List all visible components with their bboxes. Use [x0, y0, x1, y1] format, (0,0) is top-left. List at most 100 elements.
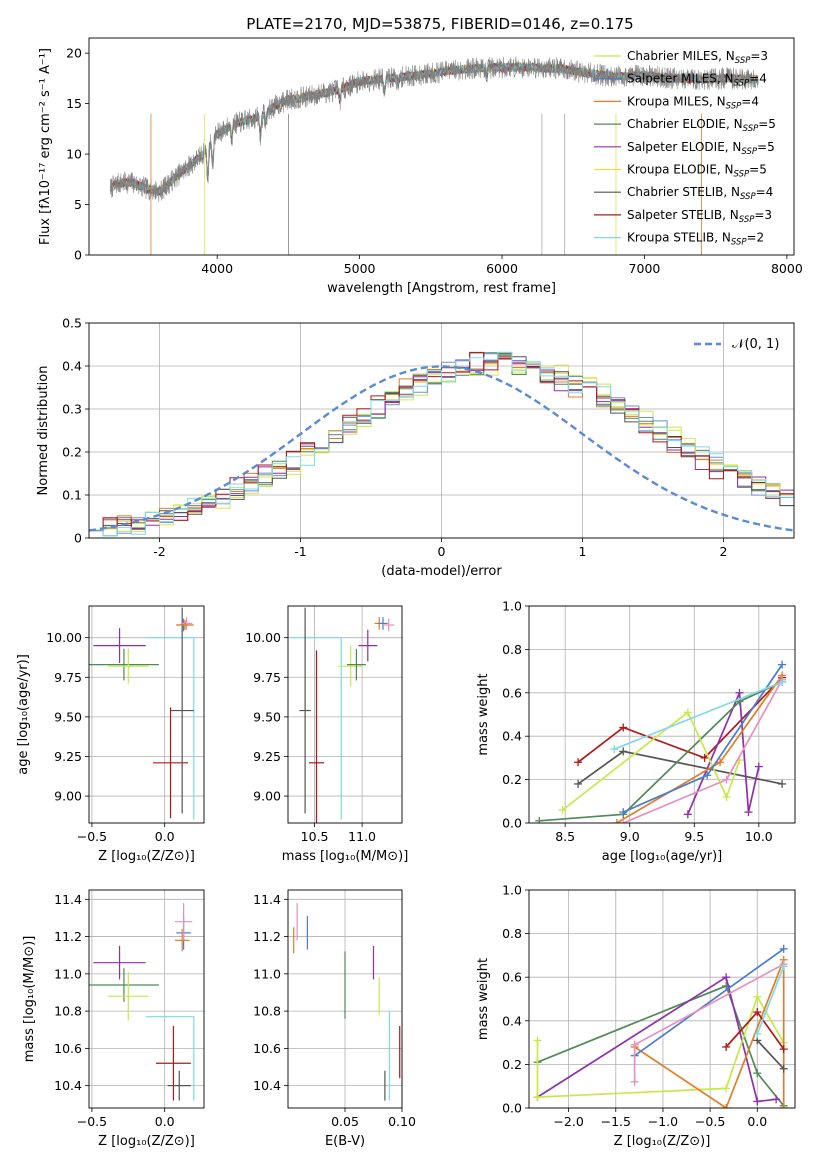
spectrum-ylabel: Flux [fλ10⁻¹⁷ erg cm⁻² s⁻¹ A⁻¹]	[38, 48, 53, 245]
mass-weight-vs-z-marker	[779, 1045, 788, 1054]
mass-weight-vs-z-marker	[753, 1029, 762, 1038]
age-vs-mass-plot-area	[290, 607, 395, 823]
mass-weight-vs-z-ytick-label: 0.6	[502, 970, 522, 985]
residuals-panel: -2 -1 0 1 2 0 0.1 0.2 0.3 0.4 0.5 (data-model)/erro…	[36, 316, 795, 579]
mass-vs-z-errorbar-point	[167, 1070, 191, 1101]
mass-weight-vs-z-ytick-label: 0.8	[502, 926, 522, 941]
residuals-ytick-label: 0.2	[62, 445, 82, 460]
age-vs-z-errorbar-point	[180, 617, 193, 630]
mass-vs-z-ytick-label: 11.0	[54, 966, 82, 981]
spectrum-legend-label: Salpeter ELODIE, NSSP=5	[627, 140, 775, 157]
mass-weight-vs-age-marker	[574, 758, 583, 767]
spectrum-ytick-label: 0	[74, 248, 82, 263]
mass-vs-z-step-line	[145, 1016, 195, 1101]
spectrum-xtick-label: 8000	[771, 261, 803, 276]
mass-weight-vs-z-series-line	[756, 965, 785, 1035]
mass-weight-vs-age-ytick-label: 0.6	[502, 685, 522, 700]
age-vs-z-panel: −0.5 0.0 9.00 9.25 9.50 9.75 10.00 Z [log₁₀(Z/Z…	[16, 605, 205, 864]
mass-vs-ebv-ytick-label: 10.4	[253, 1078, 281, 1093]
age-vs-mass-ytick-label: 9.25	[253, 749, 281, 764]
mass-weight-vs-z-xtick-label: −2.0	[553, 1114, 583, 1129]
mass-weight-vs-z-marker	[779, 944, 788, 953]
residuals-xtick-label: -2	[153, 544, 165, 559]
mass-weight-vs-z-series-line	[537, 975, 777, 1103]
mass-weight-vs-age-xtick-label: 9.0	[620, 829, 640, 844]
residuals-ytick-label: 0	[74, 531, 82, 546]
mass-weight-vs-z-marker	[779, 1064, 788, 1073]
residuals-ytick-label: 0.4	[62, 359, 82, 374]
residuals-ytick-label: 0.1	[62, 488, 82, 503]
mass-vs-z-ytick-label: 10.6	[54, 1041, 82, 1056]
age-vs-z-ylabel: age [log₁₀(age/yr)]	[16, 654, 31, 775]
mass-weight-vs-z-marker	[533, 1093, 542, 1102]
age-vs-z-frame	[88, 605, 205, 824]
age-vs-mass-xlabel: mass [log₁₀(M/M⊙)]	[282, 849, 409, 864]
age-vs-z-xtick-label: 0.0	[155, 829, 175, 844]
age-vs-z-errorbar-point	[170, 607, 194, 814]
mass-weight-vs-age-marker	[700, 753, 709, 762]
residuals-xtick-label: 0	[438, 544, 446, 559]
age-vs-z-ytick-label: 10.00	[46, 630, 82, 645]
spectrum-legend-label: Chabrier MILES, NSSP=3	[627, 49, 768, 66]
mass-weight-vs-age-marker	[778, 677, 787, 686]
mass-weight-vs-age-ytick-label: 0.2	[502, 772, 522, 787]
mass-weight-vs-age-panel: 8.5 9.0 9.5 10.0 0.0 0.2 0.4 0.6 0.8 1.0 age [log₁…	[476, 599, 796, 864]
mass-weight-vs-z-series-line	[756, 1039, 785, 1070]
mass-weight-vs-age-marker	[735, 688, 744, 697]
mass-weight-vs-z-xlabel: Z [log₁₀(Z/Z⊙)]	[614, 1134, 711, 1149]
mass-weight-vs-age-marker	[778, 660, 787, 669]
age-vs-mass-errorbar-point	[358, 629, 378, 662]
mass-weight-vs-age-marker	[619, 723, 628, 732]
spectrum-legend-label: Salpeter STELIB, NSSP=3	[627, 208, 772, 225]
mass-weight-vs-z-xtick-label: −1.5	[601, 1114, 631, 1129]
mass-vs-z-ytick-label: 11.4	[54, 892, 82, 907]
mass-weight-vs-z-xtick-label: 0.0	[747, 1114, 767, 1129]
mass-weight-vs-z-ytick-label: 0.4	[502, 1013, 522, 1028]
mass-weight-vs-age-series-line	[539, 681, 783, 822]
residuals-xtick-label: -1	[294, 544, 306, 559]
spectrum-legend-label: Salpeter MILES, NSSP=4	[627, 72, 767, 89]
age-vs-z-ytick-label: 9.00	[54, 789, 82, 804]
mass-weight-vs-z-marker	[533, 1036, 542, 1045]
age-vs-mass-ytick-label: 9.00	[253, 789, 281, 804]
mass-weight-vs-age-xtick-label: 8.5	[555, 829, 575, 844]
mass-vs-z-panel: −0.5 0.0 10.4 10.6 10.8 11.0 11.2 11.4 Z [log₁₀(…	[22, 889, 205, 1149]
age-vs-z-errorbar-point	[93, 628, 146, 664]
mass-weight-vs-age-marker	[610, 745, 619, 754]
mass-vs-ebv-panel: 0.05 0.10 10.4 10.6 10.8 11.0 11.2 11.4 E(B-V)	[253, 889, 416, 1149]
mass-weight-vs-age-marker	[683, 810, 692, 819]
mass-vs-ebv-ytick-label: 10.6	[253, 1041, 281, 1056]
mass-weight-vs-z-ytick-label: 0.2	[502, 1057, 522, 1072]
age-vs-z-ytick-label: 9.50	[54, 709, 82, 724]
mass-vs-ebv-xlabel: E(B-V)	[325, 1134, 365, 1149]
age-vs-mass-xtick-label: 11.0	[348, 829, 376, 844]
spectrum-ytick-label: 5	[74, 197, 82, 212]
age-vs-mass-errorbar-point	[346, 648, 366, 681]
spectrum-ytick-label: 10	[66, 147, 82, 162]
mass-weight-vs-age-marker	[619, 808, 628, 817]
residuals-xtick-label: 2	[720, 544, 728, 559]
age-vs-z-xlabel: Z [log₁₀(Z/Z⊙)]	[98, 849, 195, 864]
residuals-plot-area	[89, 351, 794, 537]
age-vs-z-errorbar-point	[89, 648, 159, 681]
mass-weight-vs-age-ytick-label: 0.0	[502, 816, 522, 831]
mass-weight-vs-age-marker	[744, 808, 753, 817]
mass-vs-ebv-ytick-label: 11.4	[253, 892, 281, 907]
residual-histogram	[89, 351, 794, 537]
spectrum-ytick-label: 20	[66, 46, 82, 61]
age-vs-mass-ytick-label: 9.50	[253, 709, 281, 724]
mass-weight-vs-z-marker	[722, 1042, 731, 1051]
spectrum-frame	[88, 37, 795, 256]
mass-weight-vs-age-marker	[778, 779, 787, 788]
mass-weight-vs-z-marker	[779, 1104, 788, 1108]
spectrum-xtick-label: 5000	[344, 261, 376, 276]
age-vs-z-errorbar-point	[107, 648, 149, 684]
mass-vs-ebv-ytick-label: 11.2	[253, 929, 281, 944]
age-vs-mass-errorbar-point	[299, 607, 311, 814]
mass-weight-vs-age-marker	[722, 792, 731, 801]
spectrum-data-line	[110, 56, 759, 202]
mass-weight-vs-age-marker	[703, 771, 712, 780]
spectrum-xtick-label: 4000	[201, 261, 233, 276]
